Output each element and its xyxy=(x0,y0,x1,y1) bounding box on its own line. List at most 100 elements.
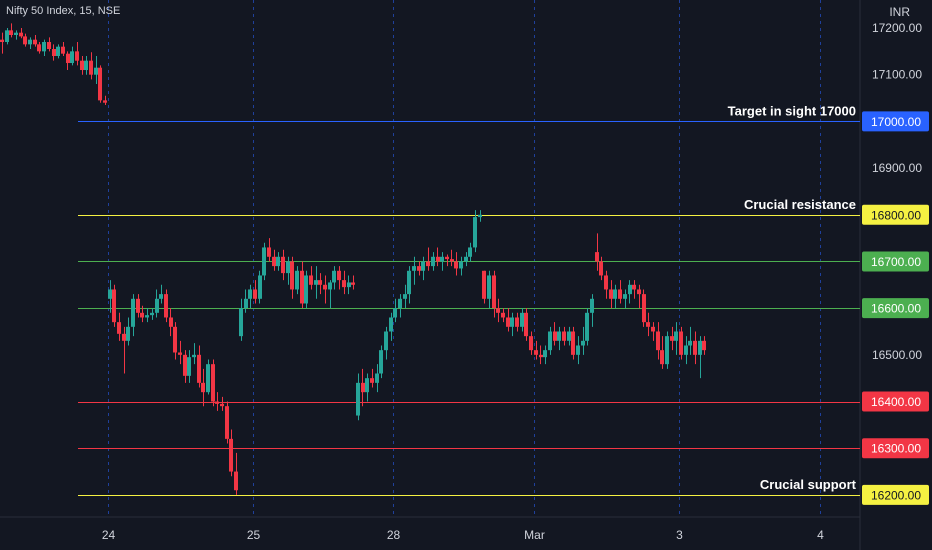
candle-body xyxy=(450,259,454,262)
candle-body xyxy=(155,298,159,313)
candle-body xyxy=(258,275,262,299)
candle-body xyxy=(436,256,440,262)
candle-body xyxy=(211,364,215,402)
candle-body xyxy=(510,317,514,327)
candle-body xyxy=(440,256,444,262)
candle-body xyxy=(445,256,449,260)
candle-body xyxy=(56,46,60,57)
level-annotation: Target in sight 17000 xyxy=(728,103,856,118)
candle-body xyxy=(337,270,341,281)
price-badge xyxy=(862,391,929,412)
candle-body xyxy=(178,352,182,355)
candle-body xyxy=(637,289,641,295)
candle-body xyxy=(197,354,201,383)
candle-body xyxy=(290,261,294,290)
candle-body xyxy=(548,331,552,351)
candle-body xyxy=(459,261,463,269)
price-badge xyxy=(862,251,929,272)
candle-body xyxy=(665,336,669,365)
candle-body xyxy=(431,256,435,267)
candle-body xyxy=(384,331,388,351)
candle-body xyxy=(281,256,285,274)
candle-body xyxy=(426,261,430,267)
candle-body xyxy=(304,275,308,304)
candle-body xyxy=(506,317,510,327)
candle-body xyxy=(248,289,252,299)
candle-body xyxy=(47,42,51,50)
candle-body xyxy=(300,270,304,304)
candle-body xyxy=(52,49,56,57)
candle-body xyxy=(389,317,393,332)
candle-body xyxy=(318,280,322,285)
candle-body xyxy=(496,308,500,313)
candle-body xyxy=(117,322,121,334)
y-tick-label: 16900.00 xyxy=(872,161,922,175)
candle-body xyxy=(253,289,257,299)
candle-body xyxy=(75,51,79,61)
candle-body xyxy=(122,333,126,341)
candle-body xyxy=(309,275,313,285)
candle-body xyxy=(684,345,688,355)
candle-body xyxy=(267,247,271,257)
candle-body xyxy=(412,266,416,271)
candle-body xyxy=(80,60,84,71)
level-annotation: Crucial resistance xyxy=(744,197,856,212)
candle-body xyxy=(581,340,585,346)
level-annotation: Crucial support xyxy=(760,477,857,492)
candle-body xyxy=(61,46,65,54)
candle-body xyxy=(70,51,74,64)
candle-body xyxy=(332,270,336,283)
candle-body xyxy=(28,39,32,45)
x-tick-label: 3 xyxy=(676,528,683,542)
price-badge-label: 16300.00 xyxy=(871,442,921,456)
candle-body xyxy=(328,282,332,290)
candle-body xyxy=(365,378,369,393)
candle-body xyxy=(613,289,617,299)
candle-body xyxy=(131,298,135,327)
candle-body xyxy=(370,378,374,383)
candle-body xyxy=(674,331,678,341)
candle-body xyxy=(19,32,23,37)
candle-body xyxy=(342,280,346,288)
candle-body xyxy=(94,67,98,75)
price-badge-label: 16600.00 xyxy=(871,302,921,316)
candle-body xyxy=(98,67,102,101)
candle-body xyxy=(670,336,674,341)
x-tick-label: Mar xyxy=(524,528,545,542)
candle-body xyxy=(173,326,177,353)
candle-body xyxy=(698,340,702,355)
candle-body xyxy=(108,289,112,299)
candle-body xyxy=(112,289,116,323)
candle-body xyxy=(150,312,154,316)
candle-body xyxy=(356,382,360,416)
candle-body xyxy=(454,261,458,269)
price-badge-label: 17000.00 xyxy=(871,115,921,129)
candle-body xyxy=(632,284,636,290)
candle-body xyxy=(520,312,524,327)
x-tick-label: 4 xyxy=(817,528,824,542)
candle-body xyxy=(183,354,187,376)
candle-body xyxy=(609,289,613,299)
candle-body xyxy=(136,298,140,313)
symbol-title: Nifty 50 Index, 15, NSE xyxy=(6,5,121,17)
x-tick-label: 24 xyxy=(102,528,116,542)
candle-body xyxy=(623,294,627,299)
candle-body xyxy=(464,256,468,262)
currency-label: INR xyxy=(889,5,910,19)
candle-body xyxy=(14,32,18,36)
candle-body xyxy=(660,350,664,365)
candle-body xyxy=(361,382,365,393)
candle-body xyxy=(417,266,421,271)
candle-body xyxy=(576,345,580,355)
candle-body xyxy=(164,294,168,318)
candle-body xyxy=(89,60,93,75)
candle-body xyxy=(571,331,575,355)
candle-body xyxy=(37,44,41,52)
candle-body xyxy=(421,261,425,271)
candle-body xyxy=(524,312,528,337)
candle-body xyxy=(567,331,571,341)
candle-body xyxy=(286,261,290,274)
x-tick-label: 25 xyxy=(247,528,261,542)
candle-body xyxy=(478,214,482,218)
